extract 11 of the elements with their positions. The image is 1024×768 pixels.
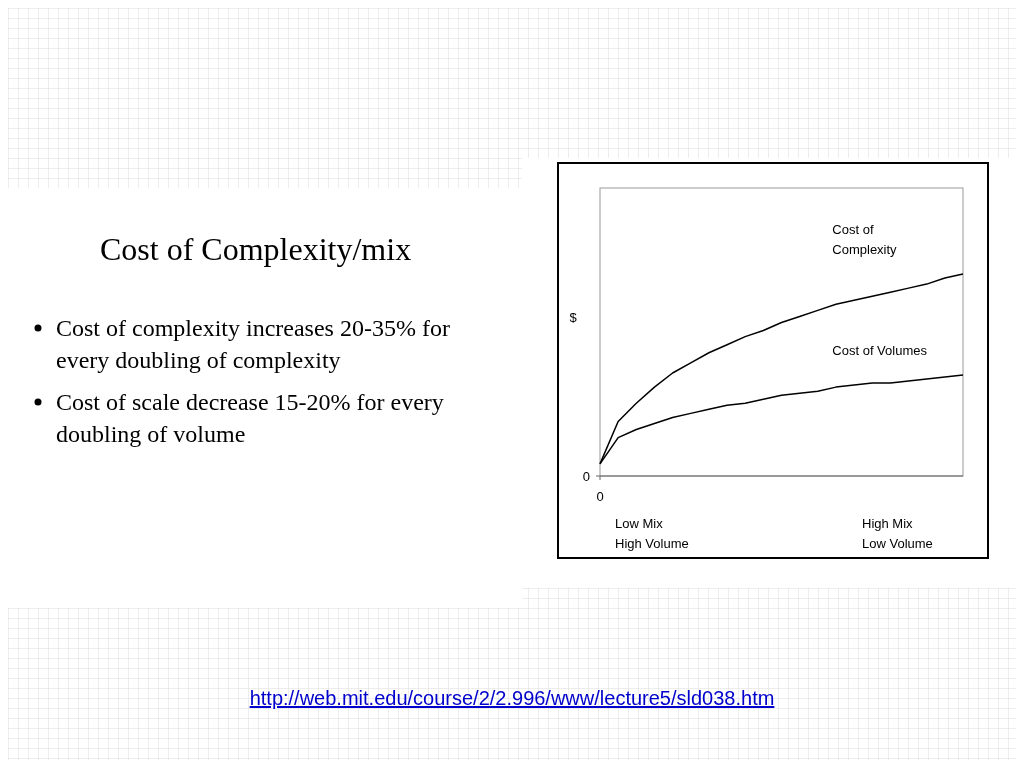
- text: Cost of complexity increases 20-35% for every doubling of complexity: [56, 315, 450, 373]
- text: http://web.mit.edu/course/2/2.996/www/lecture5/sld038.htm: [249, 687, 775, 709]
- y-axis-title: $: [569, 310, 578, 325]
- text: 0: [582, 469, 590, 484]
- series-label: Cost of Volumes: [832, 343, 928, 358]
- text: Cost of scale decrease 15-20% for every doubling of volume: [56, 389, 444, 447]
- text: Cost of Complexity/mix: [100, 231, 412, 267]
- text: Low Mix High Volume: [615, 516, 689, 551]
- text: Cost of Complexity: [832, 222, 898, 257]
- text: High Mix Low Volume: [862, 516, 933, 551]
- text: 0: [596, 489, 604, 504]
